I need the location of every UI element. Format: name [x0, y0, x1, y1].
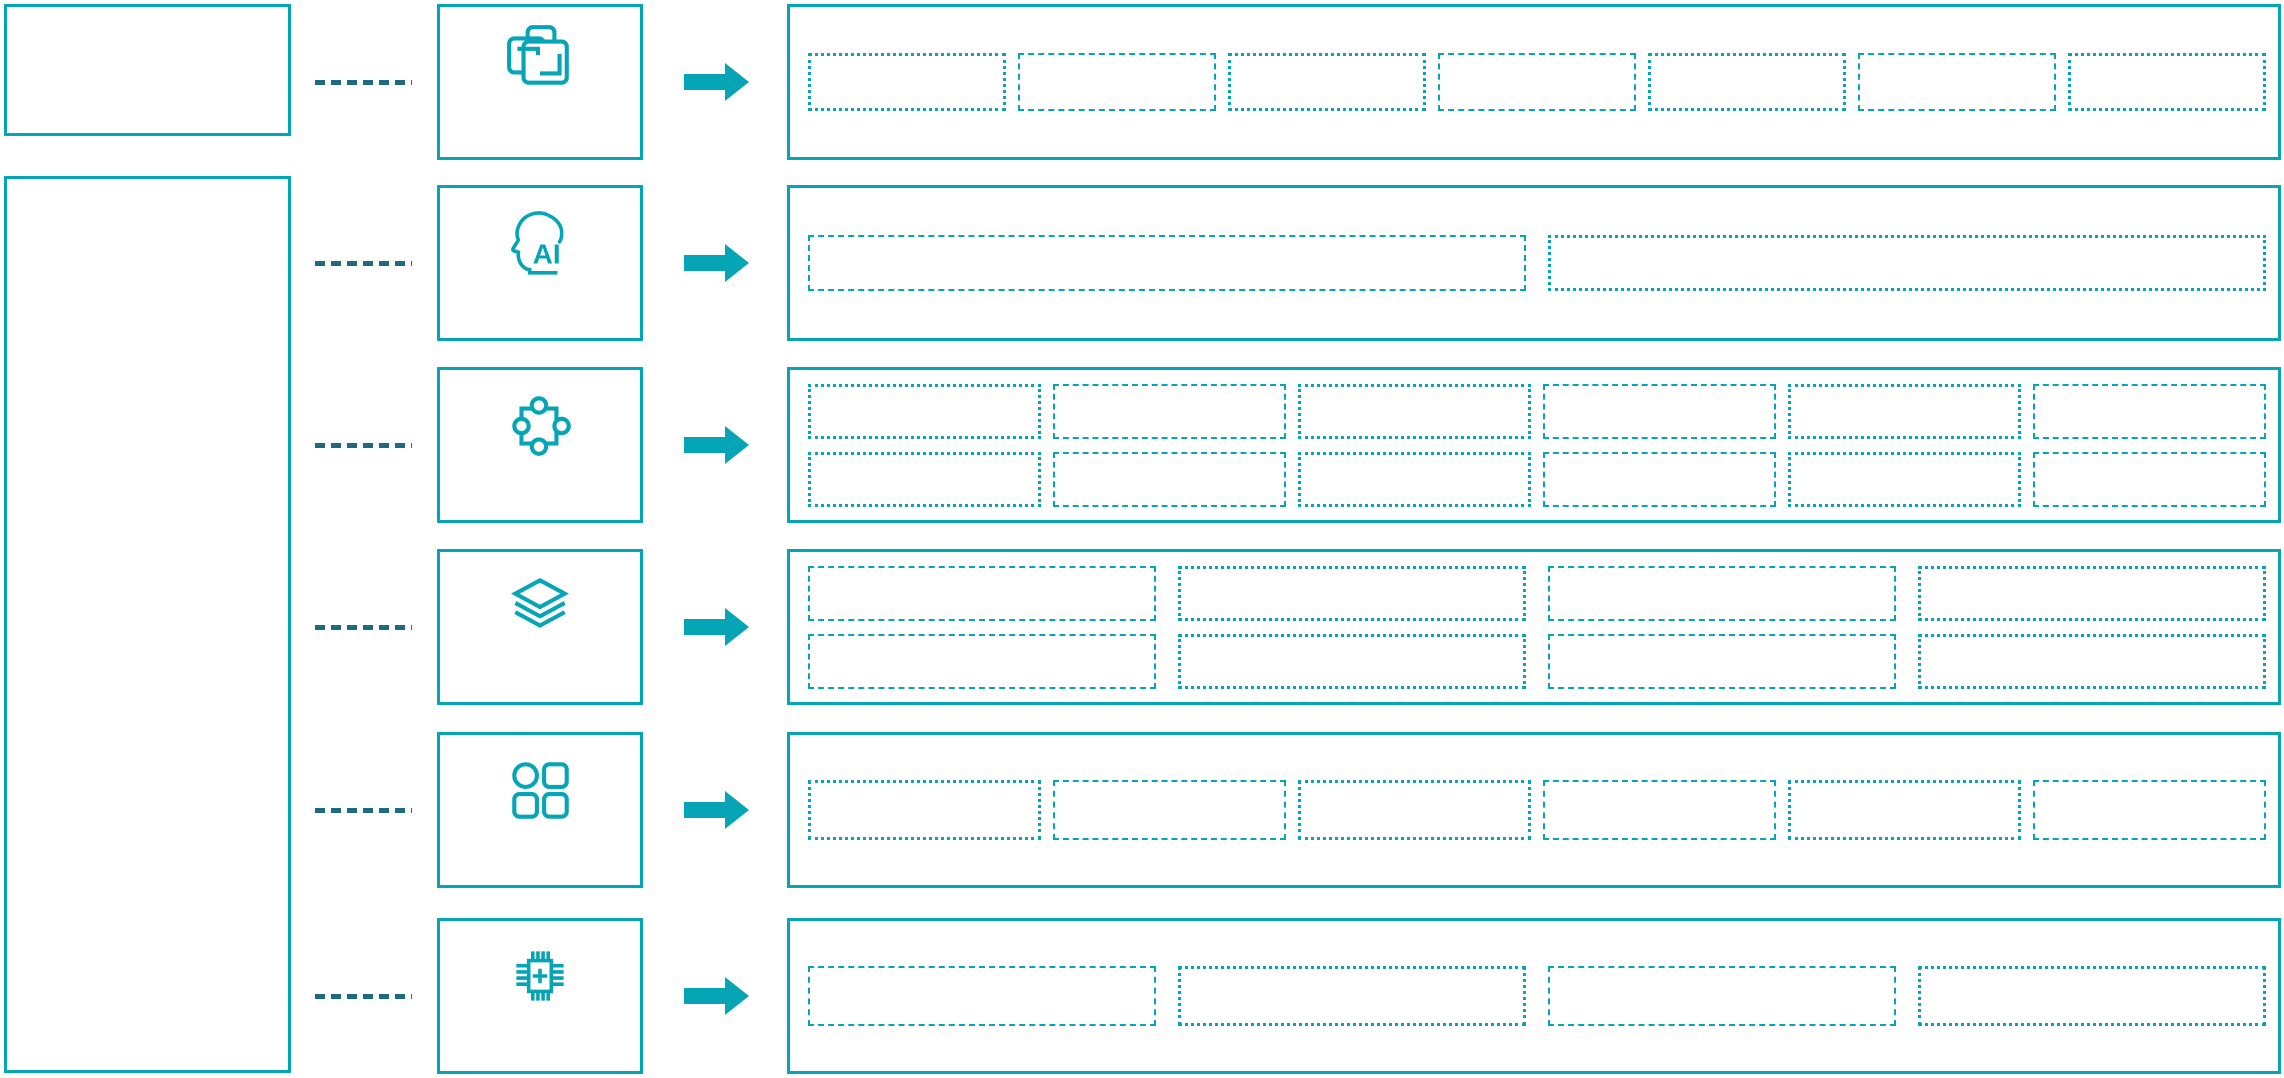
placeholder-grid — [808, 370, 2266, 520]
diagram-row-1 — [0, 4, 2284, 160]
arrow-right-icon — [684, 791, 749, 829]
arrow-right-icon — [684, 244, 749, 282]
placeholder-row-container — [787, 732, 2281, 888]
placeholder-box — [1053, 780, 1286, 840]
placeholder-box — [1053, 451, 1286, 507]
arrow — [684, 425, 750, 465]
icon-box-chip-plus — [437, 918, 643, 1074]
overlap-squares-icon — [507, 25, 569, 85]
puzzle-icon — [512, 396, 571, 456]
placeholder-box — [2033, 451, 2266, 507]
placeholder-box — [1228, 53, 1426, 111]
placeholder-row-container — [787, 918, 2281, 1074]
diagram-row-4 — [0, 549, 2284, 705]
placeholder-grid — [808, 921, 2266, 1071]
placeholder-box — [1438, 53, 1636, 111]
placeholder-row-container — [787, 185, 2281, 341]
placeholder-box — [808, 633, 1156, 689]
app-grid-icon — [512, 762, 569, 819]
placeholder-box — [1918, 633, 2266, 689]
diagram-row-3 — [0, 367, 2284, 523]
placeholder-box — [808, 565, 1156, 621]
dashed-connector — [315, 261, 412, 266]
arrow — [684, 62, 750, 102]
placeholder-box — [808, 53, 1006, 111]
placeholder-box — [1648, 53, 1846, 111]
placeholder-box — [1918, 966, 2266, 1026]
placeholder-box — [1018, 53, 1216, 111]
placeholder-box — [1548, 235, 2266, 291]
placeholder-box — [1053, 383, 1286, 439]
arrow-right-icon — [684, 63, 749, 101]
placeholder-box — [1298, 780, 1531, 840]
layers-icon — [511, 577, 569, 628]
dashed-connector — [315, 808, 412, 813]
diagram-row-6 — [0, 918, 2284, 1074]
icon-box-ai-head: AI — [437, 185, 643, 341]
placeholder-grid — [808, 735, 2266, 885]
placeholder-box — [1788, 780, 2021, 840]
placeholder-box — [1543, 383, 1776, 439]
arrow-right-icon — [684, 608, 749, 646]
arrow-right-icon — [684, 977, 749, 1015]
dashed-connector — [315, 625, 412, 630]
placeholder-box — [2033, 383, 2266, 439]
dashed-connector — [315, 443, 412, 448]
ai-icon-text: AI — [533, 239, 561, 270]
placeholder-box — [1548, 565, 1896, 621]
placeholder-row-container — [787, 4, 2281, 160]
placeholder-box — [2068, 53, 2266, 111]
icon-box-app-grid — [437, 732, 643, 888]
placeholder-box — [1178, 633, 1526, 689]
placeholder-box — [1298, 451, 1531, 507]
placeholder-row-container — [787, 367, 2281, 523]
icon-box-puzzle — [437, 367, 643, 523]
arrow — [684, 790, 750, 830]
placeholder-box — [808, 383, 1041, 439]
icon-box-overlap-squares — [437, 4, 643, 160]
dashed-connector — [315, 80, 412, 85]
placeholder-row-container — [787, 549, 2281, 705]
left-tall-box — [4, 176, 291, 1073]
placeholder-box — [1858, 53, 2056, 111]
placeholder-box — [808, 966, 1156, 1026]
placeholder-box — [1543, 451, 1776, 507]
arrow — [684, 243, 750, 283]
placeholder-box — [1178, 966, 1526, 1026]
placeholder-box — [1178, 565, 1526, 621]
placeholder-box — [808, 235, 1526, 291]
placeholder-box — [1298, 383, 1531, 439]
placeholder-grid — [808, 7, 2266, 157]
placeholder-grid — [808, 552, 2266, 702]
arrow-right-icon — [684, 426, 749, 464]
placeholder-box — [1548, 633, 1896, 689]
ai-head-icon: AI — [511, 211, 564, 275]
placeholder-box — [1788, 451, 2021, 507]
arrow — [684, 976, 750, 1016]
arrow — [684, 607, 750, 647]
placeholder-box — [808, 780, 1041, 840]
chip-plus-icon — [516, 951, 564, 1001]
left-top-box — [4, 4, 291, 136]
placeholder-box — [2033, 780, 2266, 840]
diagram-row-2: AI — [0, 185, 2284, 341]
placeholder-box — [1918, 565, 2266, 621]
placeholder-grid — [808, 188, 2266, 338]
diagram-row-5 — [0, 732, 2284, 888]
placeholder-box — [1548, 966, 1896, 1026]
icon-box-layers — [437, 549, 643, 705]
placeholder-box — [808, 451, 1041, 507]
placeholder-box — [1543, 780, 1776, 840]
dashed-connector — [315, 994, 412, 999]
placeholder-box — [1788, 383, 2021, 439]
